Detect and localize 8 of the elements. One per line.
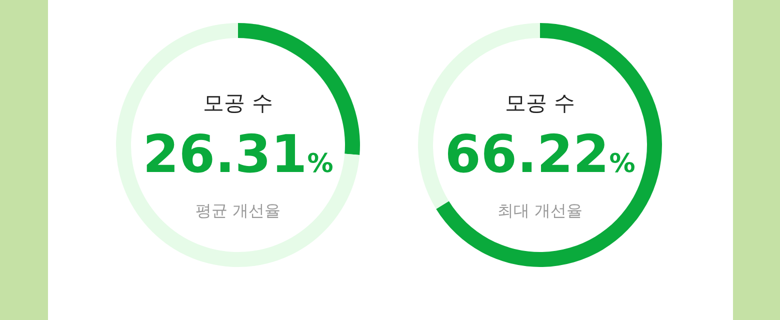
text: 모공 수 <box>505 91 575 115</box>
text: 66.22% <box>444 125 636 185</box>
text: 26.31% <box>142 125 334 185</box>
donut-slice <box>116 23 360 267</box>
donut-slice <box>436 23 662 267</box>
text: 최대 개선율 <box>497 201 583 220</box>
text: 모공 수 <box>203 91 273 115</box>
text: 평균 개선율 <box>195 201 281 220</box>
